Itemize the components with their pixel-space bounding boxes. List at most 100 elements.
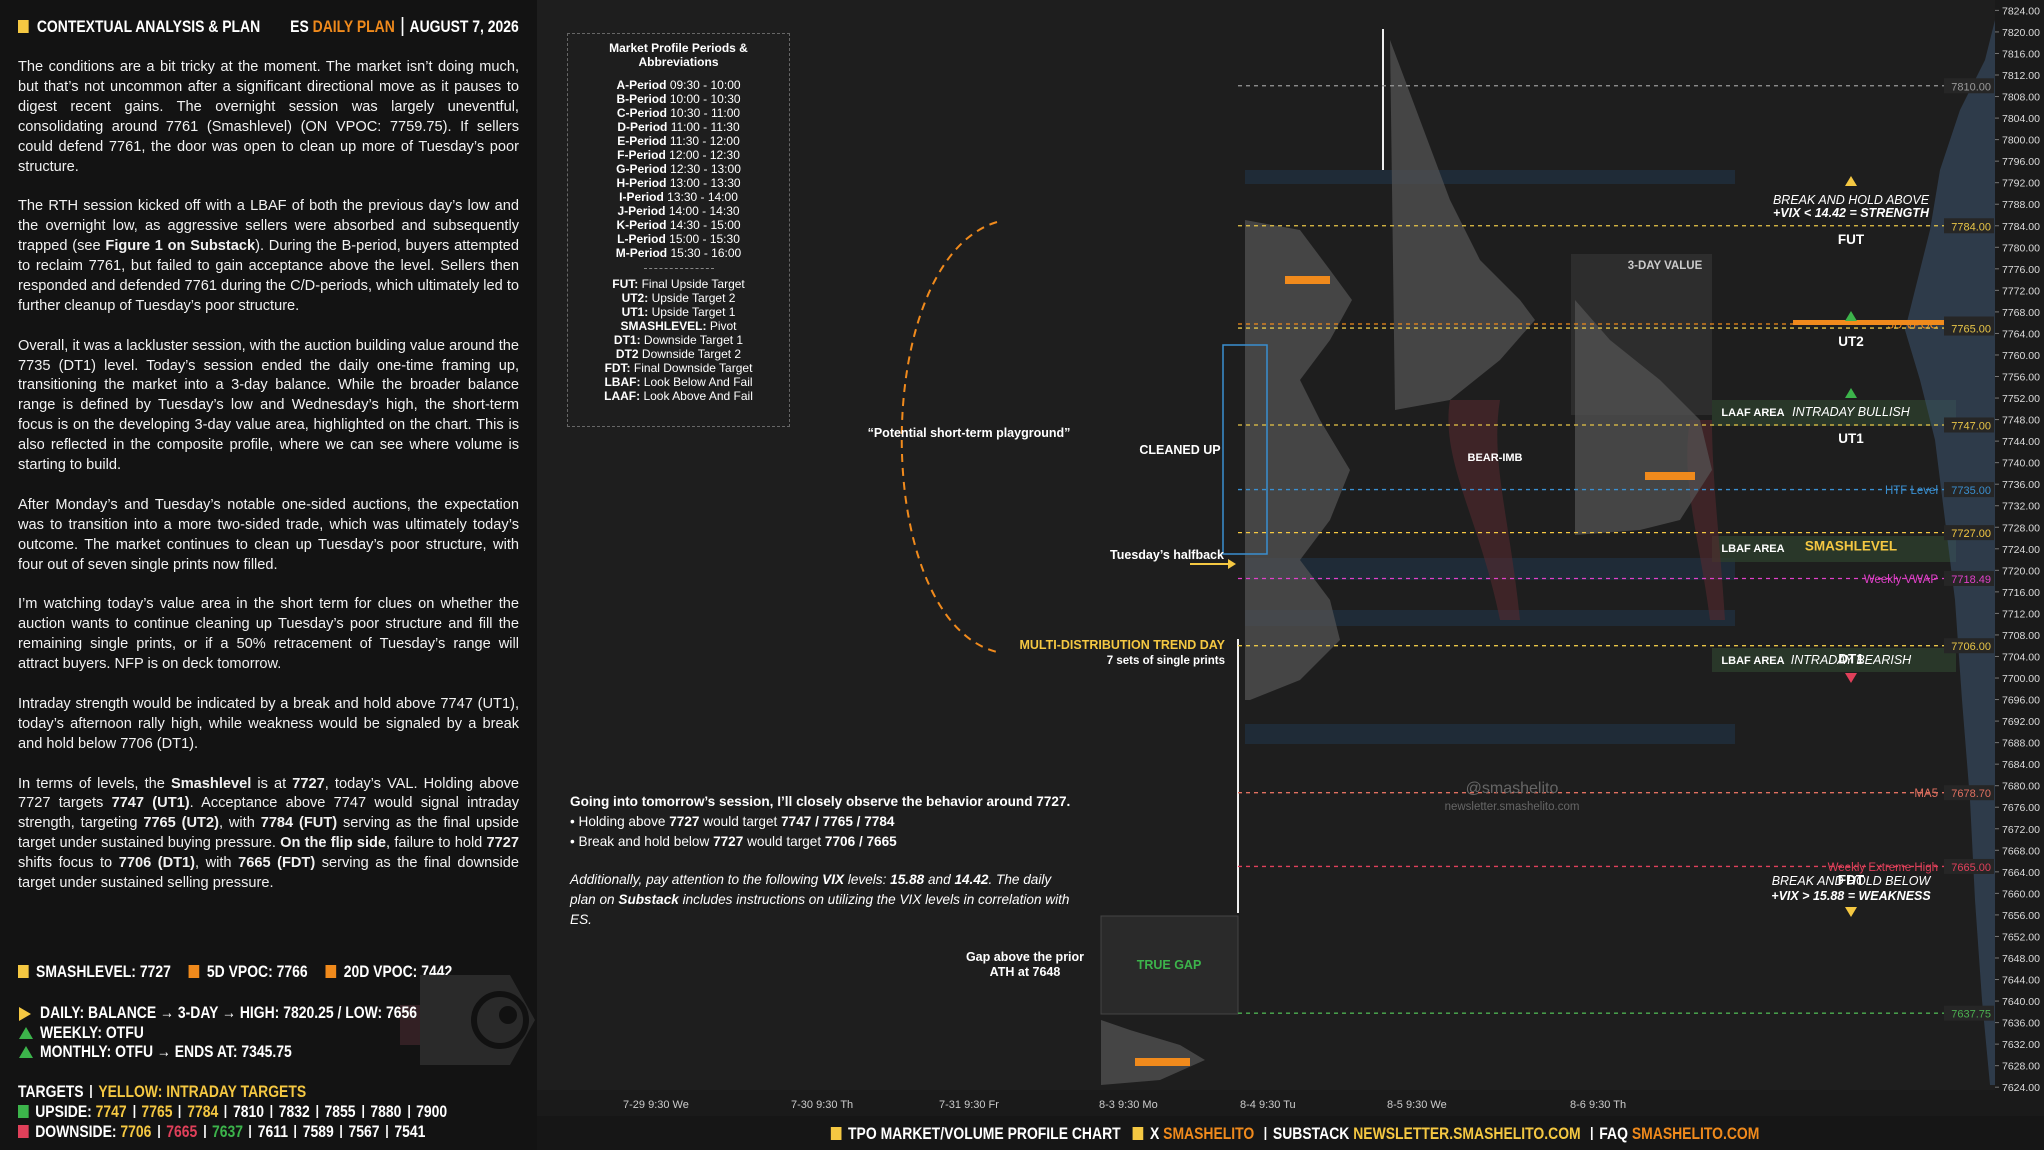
y-tick-label: 7728.00 — [2002, 522, 2040, 534]
commentary-note: Additionally, pay attention to the follo… — [570, 870, 1070, 930]
text-run: 15.88 — [890, 872, 925, 887]
bear-shape — [1448, 400, 1520, 620]
text-run: includes instructions on utilizing the V… — [570, 892, 1070, 927]
up-arrow — [1845, 176, 1857, 186]
y-tick-label: 7796.00 — [2002, 156, 2040, 168]
header-title: CONTEXTUAL ANALYSIS & PLAN — [18, 17, 260, 37]
x-tick-label: 8-5 9:30 We — [1387, 1099, 1447, 1111]
y-tick-label: 7624.00 — [2002, 1082, 2040, 1094]
text-run: shifts focus to — [18, 855, 119, 872]
text-run: would target — [743, 834, 825, 849]
legend-row: LAAF: Look Above And Fail — [568, 389, 789, 403]
y-tick-label: 7716.00 — [2002, 587, 2040, 599]
level-label: 7735.00 — [1951, 485, 1991, 497]
legend-desc: 09:30 - 10:00 — [669, 78, 741, 92]
legend-row: LBAF: Look Below And Fail — [568, 375, 789, 389]
key-level-swatch — [325, 965, 337, 978]
level-tag: HTF Level — [1885, 485, 1938, 497]
level-tag: MA5 — [1914, 788, 1938, 800]
annotation: 7 sets of single prints — [1107, 655, 1225, 667]
target-value: 7611 — [257, 1122, 289, 1141]
separator — [294, 1125, 297, 1138]
monthly-marker — [19, 1046, 33, 1058]
legend-box: Market Profile Periods & Abbreviations A… — [567, 33, 790, 427]
x-tick-label: 7-30 9:30 Th — [791, 1099, 853, 1111]
level-name: UT1 — [1838, 431, 1864, 446]
legend-key: E-Period — [617, 134, 667, 148]
level-label-bg — [1944, 638, 1994, 654]
legend-row: UT2: Upside Target 2 — [568, 291, 789, 305]
footer-item: FAQ — [1598, 1124, 1628, 1143]
level-label: 7727.00 — [1951, 528, 1991, 540]
target-value: 7784 — [187, 1102, 219, 1121]
target-swatch — [18, 1125, 29, 1138]
text-run: After Monday’s and Tuesday’s notable one… — [18, 496, 519, 573]
commentary: Going into tomorrow’s session, I’ll clos… — [570, 792, 1070, 930]
weekly-marker — [19, 1027, 33, 1039]
annotation: Gap above the prior ATH at 7648 — [965, 950, 1085, 979]
level-label-bg — [1944, 785, 1994, 801]
date: AUGUST 7, 2026 — [409, 17, 519, 36]
profile-chart: 7824.00 7820.00 7816.00 7812.00 7808.00 7804.… — [623, 5, 2041, 1111]
legend-key: DT2 — [615, 347, 639, 361]
laaf-area — [1712, 400, 1956, 426]
watermark: @smashelito — [1466, 780, 1559, 797]
cleaned-up-box — [1222, 344, 1268, 555]
target-value: 7810 — [232, 1102, 265, 1121]
text-run: On the flip side — [280, 835, 387, 852]
y-tick-label: 7772.00 — [2002, 285, 2040, 297]
header-right: ES DAILY PLAN AUGUST 7, 2026 — [290, 17, 519, 37]
key-level-text: 5D VPOC: 7766 — [206, 962, 308, 981]
paragraph: The RTH session kicked off with a LBAF o… — [18, 197, 519, 316]
level-label: 7765.00 — [1951, 324, 1991, 336]
key-level-swatch — [188, 965, 200, 978]
separator — [316, 1105, 318, 1118]
paragraph: After Monday’s and Tuesday’s notable one… — [18, 496, 519, 576]
composite-profile — [1905, 20, 1995, 1085]
y-tick-label: 7636.00 — [2002, 1018, 2040, 1030]
legend-desc: Upside Target 1 — [651, 305, 736, 319]
target-value: 7665 — [166, 1122, 198, 1141]
key-level-text: SMASHLEVEL: 7727 — [36, 962, 171, 981]
annotation: +VIX < 14.42 = STRENGTH — [1773, 206, 1930, 220]
legend-row: C-Period 10:30 - 11:00 — [568, 106, 789, 120]
legend-key: FUT: — [612, 277, 639, 291]
separator — [270, 1105, 273, 1118]
y-tick-label: 7672.00 — [2002, 824, 2040, 836]
gap-note-box: Gap above the prior ATH at 7648 — [965, 950, 1085, 979]
legend-row: L-Period 15:00 - 15:30 — [568, 232, 789, 246]
y-tick-label: 7792.00 — [2002, 178, 2040, 190]
footer-item: SMASHELITO — [1162, 1124, 1254, 1143]
text-run: 7665 (FDT) — [238, 855, 316, 872]
level-label-bg — [1944, 417, 1994, 433]
text-run: 7727 — [713, 834, 744, 849]
annotation: BREAK AND HOLD BELOW — [1772, 874, 1932, 888]
legend-key: DT1: — [613, 333, 641, 347]
legend-desc: 10:00 - 10:30 — [669, 92, 741, 106]
text-run: ). During the B-period, buyers attempted… — [18, 238, 520, 314]
y-tick-label: 7696.00 — [2002, 695, 2040, 707]
profile-8-5 — [1390, 40, 1535, 410]
level-label-bg — [1944, 78, 1994, 94]
text-run: 7784 (FUT) — [260, 815, 338, 832]
target-label: UPSIDE: — [35, 1102, 92, 1121]
paragraph: In terms of levels, the Smashlevel is at… — [18, 775, 519, 894]
commentary-line: • Holding above 7727 would target 7747 /… — [570, 812, 1070, 832]
paragraph: Intraday strength would be indicated by … — [18, 695, 519, 755]
level-name: FUT — [1838, 232, 1865, 247]
annotation: TRUE GAP — [1137, 958, 1202, 972]
y-tick-label: 7732.00 — [2002, 501, 2040, 513]
symbol: ES — [290, 17, 309, 36]
legend-key: G-Period — [616, 162, 667, 176]
text-run: , today’s VAL. Holding above 7727 target… — [18, 775, 519, 812]
annotation: Tuesday’s halfback — [1110, 548, 1224, 562]
y-tick-label: 7740.00 — [2002, 458, 2040, 470]
level-name: DT1 — [1838, 652, 1864, 667]
text-run: In terms of levels, the — [18, 775, 171, 792]
band — [1245, 724, 1735, 744]
y-tick-label: 7752.00 — [2002, 393, 2040, 405]
y-tick-label: 7780.00 — [2002, 242, 2040, 254]
target-value: 7747 — [95, 1102, 127, 1121]
y-tick-label: 7804.00 — [2002, 113, 2040, 125]
